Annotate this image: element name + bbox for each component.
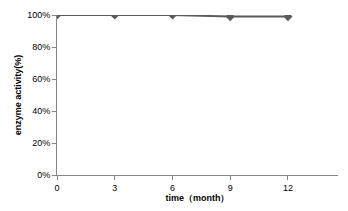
- svg-text:0%: 0%: [37, 170, 50, 180]
- svg-text:6: 6: [170, 183, 175, 193]
- svg-text:0: 0: [54, 183, 59, 193]
- svg-text:60%: 60%: [32, 74, 50, 84]
- svg-text:12: 12: [283, 183, 293, 193]
- svg-text:time（month）: time（month）: [166, 193, 230, 203]
- svg-text:9: 9: [228, 183, 233, 193]
- svg-text:80%: 80%: [32, 42, 50, 52]
- svg-text:40%: 40%: [32, 106, 50, 116]
- svg-text:100%: 100%: [27, 10, 50, 20]
- svg-text:3: 3: [112, 183, 117, 193]
- svg-text:20%: 20%: [32, 138, 50, 148]
- svg-text:enzyme activity(%): enzyme activity(%): [13, 55, 23, 136]
